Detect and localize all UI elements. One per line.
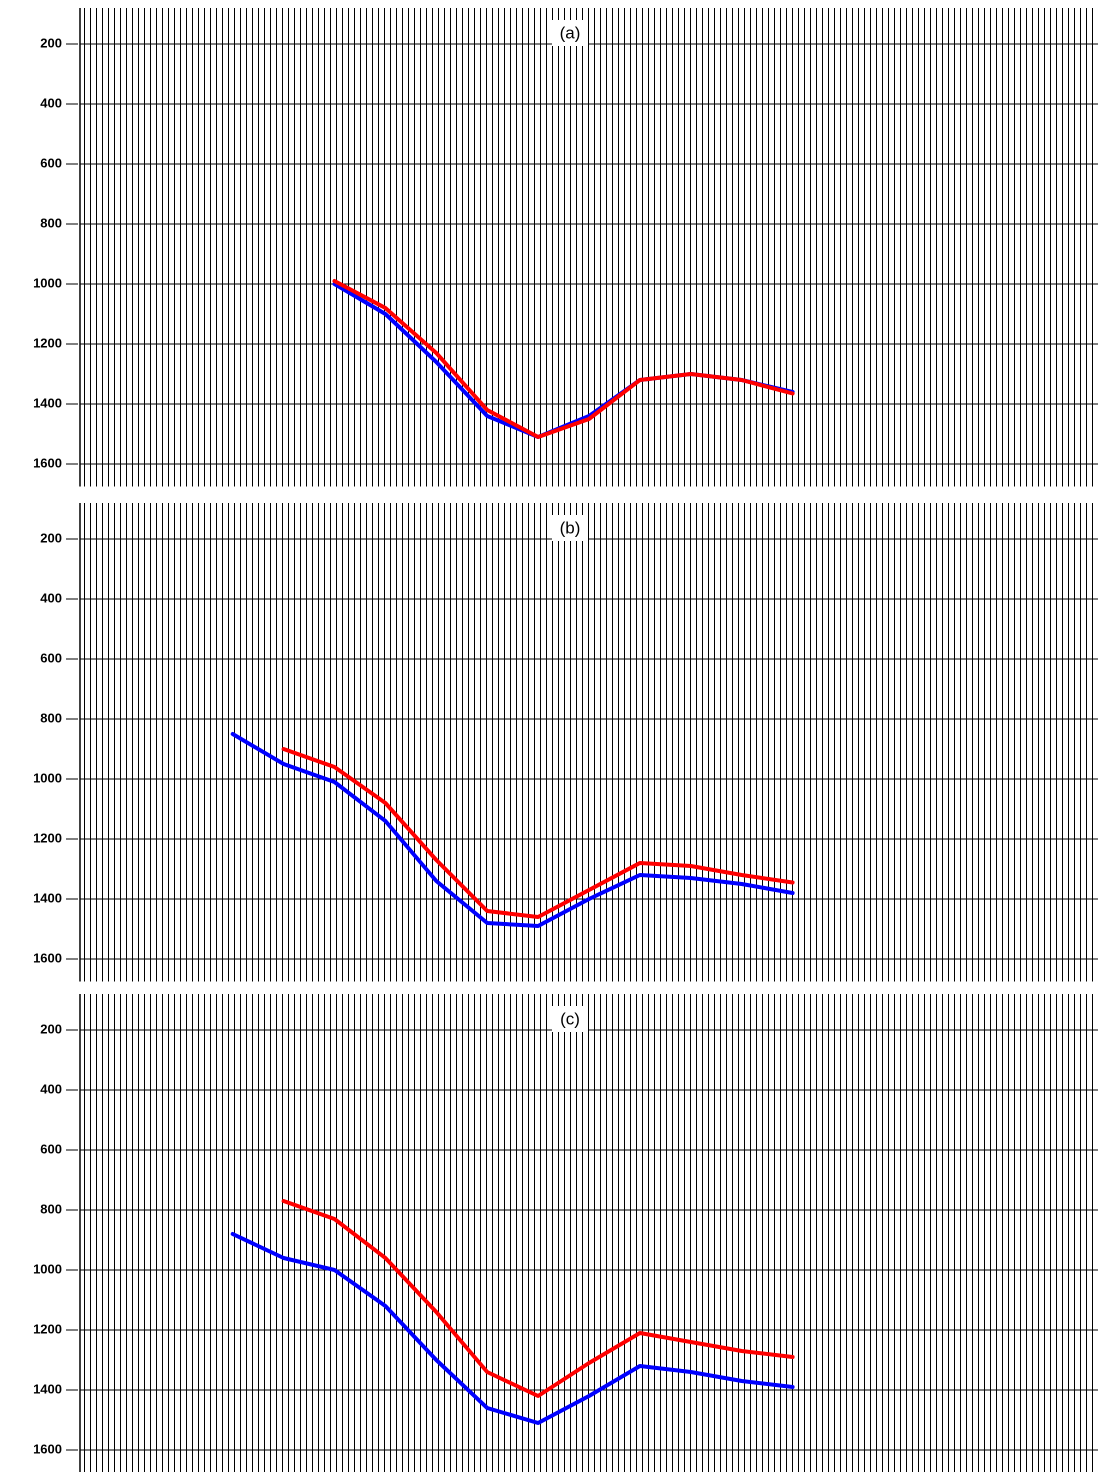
y-tick-label: 1200 (33, 1321, 62, 1336)
trace-background (80, 503, 1098, 982)
y-tick-label: 1000 (33, 275, 62, 290)
panel: 200 400 600 800 1000 1200 1400 1600 (c) (33, 994, 1098, 1472)
y-tick-label: 1000 (33, 1261, 62, 1276)
y-tick-label: 400 (40, 590, 62, 605)
y-tick-label: 400 (40, 95, 62, 110)
y-tick-label: 1400 (33, 395, 62, 410)
y-tick-label: 200 (40, 1021, 62, 1036)
y-tick-label: 1400 (33, 890, 62, 905)
y-tick-label: 1200 (33, 335, 62, 350)
y-tick-label: 600 (40, 650, 62, 665)
y-tick-label: 1600 (33, 455, 62, 470)
panel: 200 400 600 800 1000 1200 1400 1600 (a) (33, 8, 1098, 487)
chart-title: (a) (560, 23, 581, 42)
y-tick-label: 800 (40, 215, 62, 230)
y-tick-label: 800 (40, 1201, 62, 1216)
y-tick-label: 200 (40, 35, 62, 50)
y-tick-label: 1600 (33, 950, 62, 965)
y-tick-label: 200 (40, 530, 62, 545)
y-tick-label: 400 (40, 1081, 62, 1096)
y-tick-label: 1200 (33, 830, 62, 845)
seismic-figure: 200 400 600 800 1000 1200 1400 1600 (a) 200 400 600… (0, 0, 1098, 1472)
y-tick-label: 1400 (33, 1381, 62, 1396)
y-tick-label: 1000 (33, 770, 62, 785)
chart-title: (b) (560, 518, 581, 537)
y-tick-label: 600 (40, 1141, 62, 1156)
y-tick-label: 600 (40, 155, 62, 170)
y-tick-label: 1600 (33, 1441, 62, 1456)
chart-title: (c) (560, 1009, 580, 1028)
y-tick-label: 800 (40, 710, 62, 725)
panel: 200 400 600 800 1000 1200 1400 1600 (b) (33, 503, 1098, 982)
